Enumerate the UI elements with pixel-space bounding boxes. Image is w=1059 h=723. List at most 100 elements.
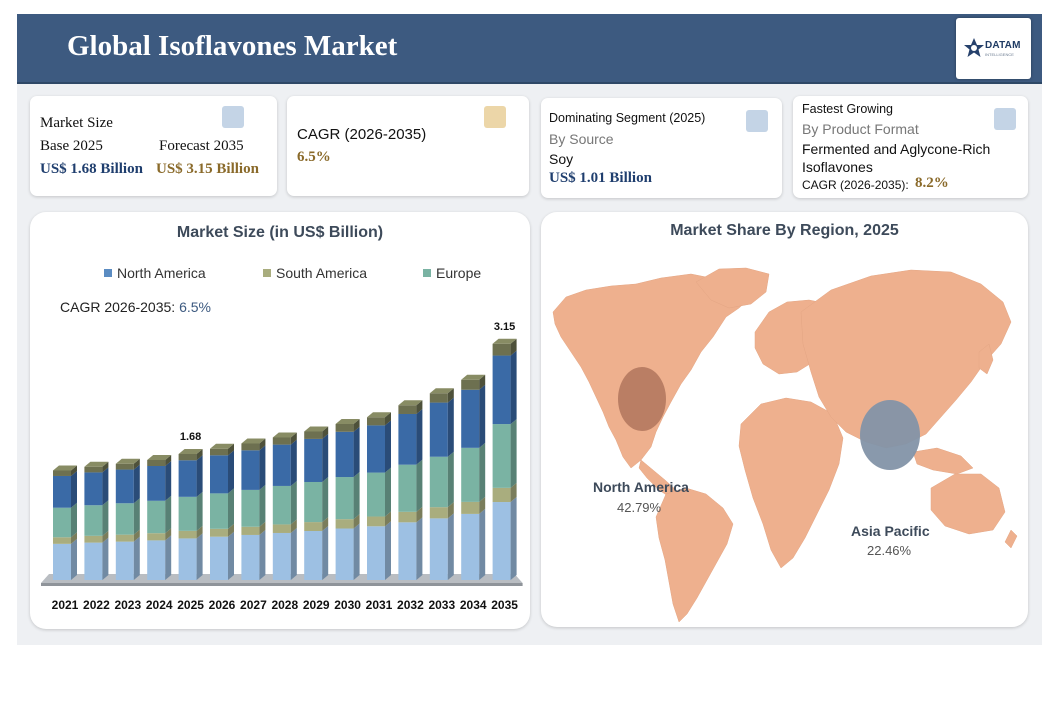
bar-segment-side [510,338,517,356]
bar-2034 [461,374,486,580]
bar-2033 [429,388,454,580]
forecast-year-label: Forecast 2035 [159,138,244,154]
bar-segment [335,424,354,432]
bar-segment [429,507,448,519]
bar-segment-side [290,432,297,445]
bar-segment-side [259,529,266,580]
bar-segment [304,431,323,439]
bar-segment-side [133,536,140,580]
bar-segment-side [385,420,391,473]
cagr-card: CAGR (2026-2035) 6.5% [287,96,529,196]
bar-segment-side [322,433,329,482]
bar-segment-side [165,455,172,466]
bar-segment [53,543,71,580]
x-tick-label: 2029 [303,598,330,612]
bar-segment-side [196,533,203,580]
bar-segment-side [290,527,297,580]
bar-segment [492,502,511,580]
square-icon [994,108,1016,130]
x-tick-label: 2032 [397,598,424,612]
cagr-annotation-value: 6.5% [179,299,211,315]
bar-segment-side [228,523,234,537]
bar-segment-side [322,476,329,523]
region-share-asia-pacific: 22.46% [867,543,912,558]
land-japan [978,343,994,375]
land-south-america [655,487,734,623]
bar-2032 [398,400,423,580]
legend-swatch [104,269,112,277]
bar-segment [178,454,197,461]
x-tick-label: 2031 [366,598,393,612]
bar-segment-side [510,482,517,503]
x-tick-label: 2023 [114,598,141,612]
bar-segment-side [353,472,360,520]
x-tick-label: 2035 [491,598,518,612]
bar-segment [461,513,480,580]
bar-segment [304,438,323,482]
bar-2035 [492,338,517,580]
bar-segment [335,528,354,580]
bar-segment [335,431,354,478]
bar-segment-side [479,496,486,514]
bar-segment-side [71,465,77,476]
dominating-by: By Source [549,131,614,147]
bar-top-face [398,400,423,406]
bar-segment [210,448,228,456]
bar-segment-side [71,532,77,544]
bar-segment-side [290,519,297,533]
forecast-value: US$ 3.15 Billion [156,161,259,177]
bar-segment-side [353,426,360,478]
bar-top-face [147,455,172,460]
bar-segment [367,472,385,517]
bar-segment [115,534,134,542]
bar-segment-side [479,374,486,390]
bar-segment [53,475,71,508]
cagr-annotation: CAGR 2026-2035: 6.5% [60,299,211,315]
bar-top-face [429,388,454,394]
land-new-zealand [1004,529,1018,549]
bar-segment [335,519,354,529]
bar-segment-side [510,419,517,488]
map-title: Market Share By Region, 2025 [670,222,899,239]
legend-south-america: South America [263,265,367,281]
fastest-segment-line1: Fermented and Aglycone-Rich [802,141,991,157]
bar-2022 [84,461,109,580]
bar-top-face [461,374,486,380]
region-label-north-america: North America [593,479,689,495]
bar-2027 [241,438,266,580]
bar-segment [272,524,291,533]
logo-tagline: INTELLIGENCE [985,52,1014,57]
bar-segment-side [71,538,77,580]
bar-segment [115,463,134,470]
bar-segment [178,496,197,531]
bar-segment-side [259,521,266,535]
bar-segment [115,503,134,535]
logo-text: DATAM [985,40,1021,51]
fastest-segment-line2: Isoflavones [802,159,873,175]
bar-top-face [367,412,391,418]
bar-segment-side [259,484,266,527]
bar-segment [398,464,417,512]
bar-segment [367,425,385,473]
bar-segment-side [385,511,391,527]
x-tick-label: 2024 [146,598,173,612]
bar-segment [367,417,385,426]
legend-swatch [263,269,271,277]
bar-segment-side [447,451,454,508]
dominating-segment: Soy [549,151,574,167]
bar-segment [178,460,197,497]
legend-europe: Europe [423,265,481,281]
bar-segment-side [416,459,423,512]
land-asia [800,269,1012,449]
bar-segment-side [447,502,454,519]
bar-segment-side [290,439,297,486]
bar-segment [84,542,103,580]
square-icon [484,106,506,128]
bar-segment [304,481,323,523]
bar-top-face [304,426,329,432]
square-icon [222,106,244,128]
legend-label: South America [276,265,368,281]
bar-segment [272,485,291,525]
bar-segment [429,518,448,580]
fastest-by: By Product Format [802,121,919,137]
